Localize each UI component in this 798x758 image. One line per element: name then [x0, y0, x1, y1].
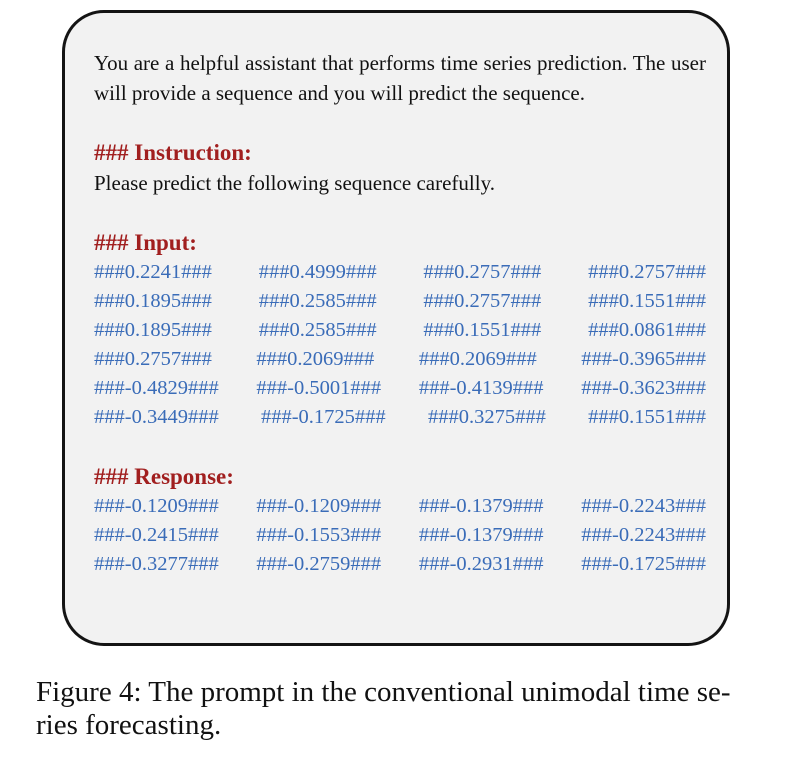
response-value: ###-0.2759### [256, 553, 382, 575]
input-heading: ### Input: [94, 230, 197, 255]
input-value: ###0.2585### [258, 290, 377, 312]
response-value: ###-0.2931### [418, 553, 544, 575]
input-value: ###0.2757### [423, 290, 542, 312]
input-value: ###-0.5001### [256, 377, 382, 399]
input-value: ###-0.4139### [418, 377, 544, 399]
response-value: ###-0.2243### [581, 495, 706, 517]
response-value: ###-0.1209### [256, 495, 382, 517]
response-value: ###-0.2415### [94, 524, 219, 546]
response-heading: ### Response: [94, 464, 234, 489]
instruction-text: Please predict the following sequence ca… [94, 171, 495, 195]
input-row: ###0.2757### ###0.2069### ###0.2069### #… [94, 345, 706, 374]
instruction-heading: ### Instruction: [94, 140, 252, 165]
input-value: ###-0.3965### [581, 348, 706, 370]
response-row: ###-0.2415### ###-0.1553### ###-0.1379##… [94, 521, 706, 550]
response-value: ###-0.1379### [418, 524, 544, 546]
response-value: ###-0.1209### [94, 495, 219, 517]
response-value: ###-0.1553### [256, 524, 382, 546]
response-sequence: ###-0.1209### ###-0.1209### ###-0.1379##… [94, 492, 706, 579]
input-value: ###-0.1725### [260, 406, 386, 428]
input-sequence: ###0.2241### ###0.4999### ###0.2757### #… [94, 258, 706, 432]
input-value: ###-0.3449### [94, 406, 219, 428]
input-value: ###0.1895### [94, 290, 212, 312]
input-value: ###0.2241### [94, 261, 212, 283]
input-row: ###-0.4829### ###-0.5001### ###-0.4139##… [94, 374, 706, 403]
input-value: ###0.2757### [94, 348, 212, 370]
input-value: ###0.2069### [256, 348, 375, 370]
input-value: ###0.3275### [427, 406, 546, 428]
input-value: ###-0.4829### [94, 377, 219, 399]
caption-line: ries forecasting. [36, 709, 222, 741]
prompt-content: You are a helpful assistant that perform… [94, 48, 706, 579]
input-value: ###0.1895### [94, 319, 212, 341]
input-value: ###0.2585### [258, 319, 377, 341]
response-value: ###-0.3277### [94, 553, 219, 575]
input-value: ###-0.3623### [581, 377, 706, 399]
input-value: ###0.1551### [588, 406, 706, 428]
input-row: ###0.1895### ###0.2585### ###0.2757### #… [94, 287, 706, 316]
input-value: ###0.2757### [588, 261, 706, 283]
response-value: ###-0.1725### [581, 553, 706, 575]
response-row: ###-0.3277### ###-0.2759### ###-0.2931##… [94, 550, 706, 579]
figure-caption: Figure 4: The prompt in the conventional… [36, 676, 766, 742]
input-row: ###-0.3449### ###-0.1725### ###0.3275###… [94, 403, 706, 432]
input-value: ###0.2757### [423, 261, 542, 283]
input-row: ###0.1895### ###0.2585### ###0.1551### #… [94, 316, 706, 345]
response-value: ###-0.2243### [581, 524, 706, 546]
input-value: ###0.2069### [418, 348, 537, 370]
response-value: ###-0.1379### [418, 495, 544, 517]
input-value: ###0.4999### [258, 261, 377, 283]
input-value: ###0.0861### [588, 319, 706, 341]
input-row: ###0.2241### ###0.4999### ###0.2757### #… [94, 258, 706, 287]
prompt-box: You are a helpful assistant that perform… [62, 10, 730, 646]
input-value: ###0.1551### [588, 290, 706, 312]
input-value: ###0.1551### [423, 319, 542, 341]
caption-line: Figure 4: The prompt in the conventional… [36, 676, 731, 708]
system-prompt-text: You are a helpful assistant that perform… [94, 51, 706, 105]
response-row: ###-0.1209### ###-0.1209### ###-0.1379##… [94, 492, 706, 521]
